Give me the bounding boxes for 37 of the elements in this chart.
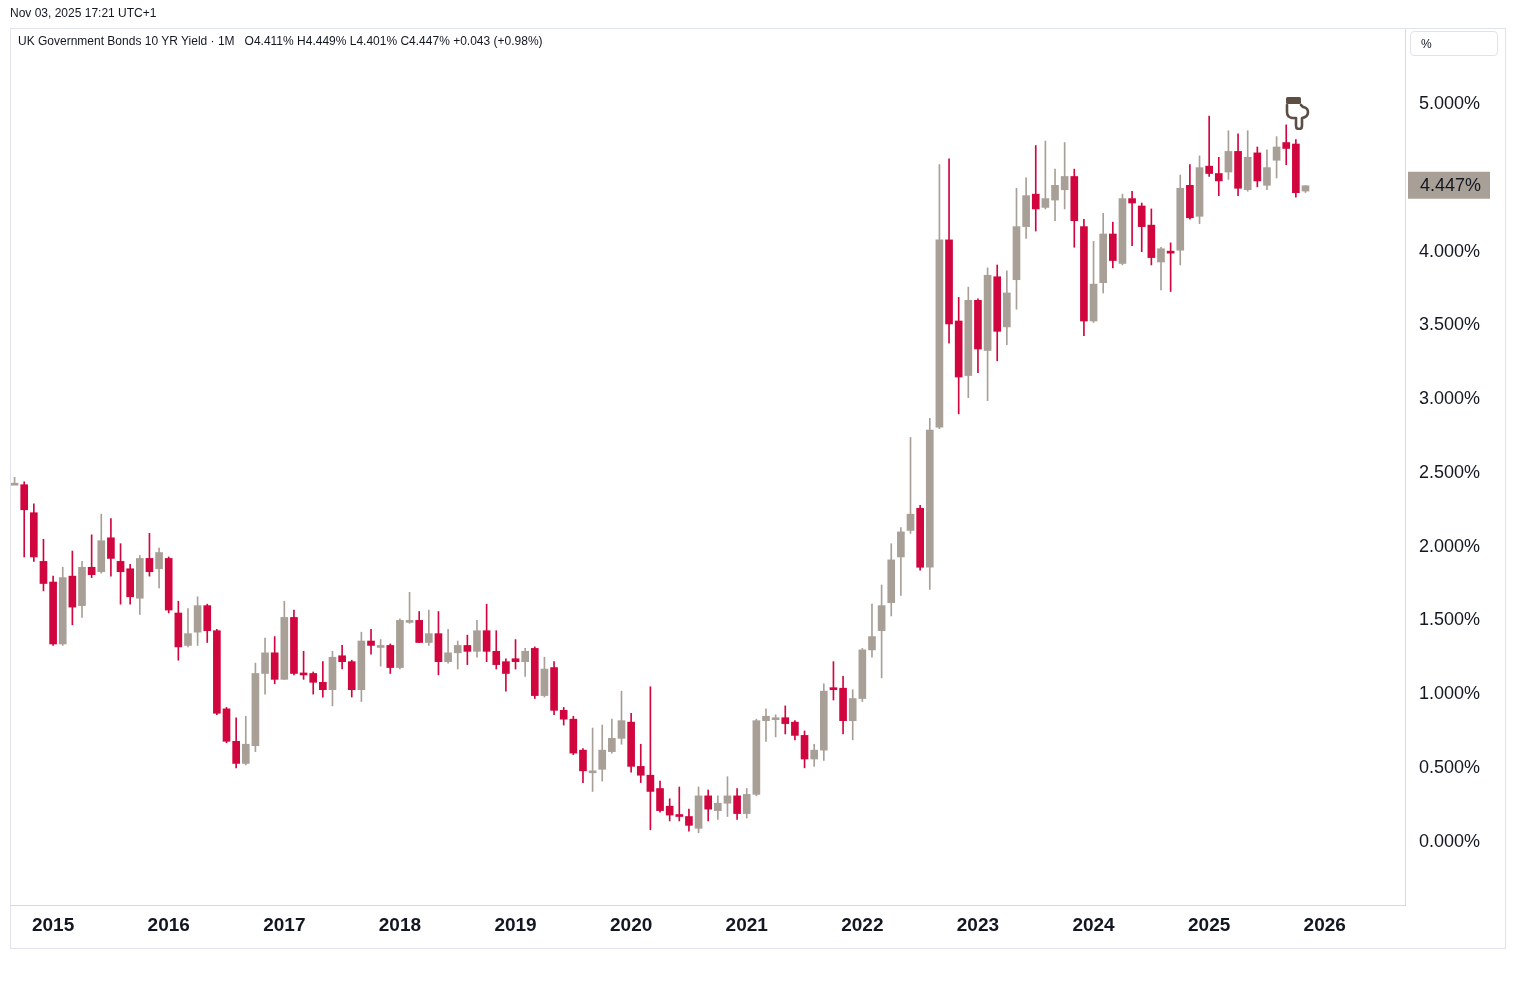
y-tick-label: 5.000%	[1419, 93, 1481, 114]
x-tick-label: 2019	[494, 913, 537, 935]
y-tick-label: 0.000%	[1419, 830, 1481, 851]
candlestick	[1031, 145, 1040, 232]
y-tick-label: 1.500%	[1419, 609, 1481, 630]
x-tick-label: 2026	[1303, 913, 1346, 935]
y-tick-label: 3.500%	[1419, 314, 1481, 335]
x-tick-label: 2018	[378, 913, 422, 935]
x-tick-label: 2017	[263, 913, 306, 935]
candlestick	[1282, 124, 1291, 166]
candlestick	[319, 661, 327, 698]
chart-title: UK Government Bonds 10 YR Yield · 1M	[18, 34, 235, 48]
x-tick-label: 2025	[1188, 913, 1231, 935]
y-tick-label: 0.500%	[1419, 756, 1481, 777]
y-tick-label: 2.500%	[1419, 461, 1481, 482]
candlestick	[1128, 190, 1136, 247]
y-axis-title: %	[1410, 31, 1498, 56]
y-tick-label: 2.000%	[1419, 535, 1481, 556]
candlestick	[868, 603, 876, 658]
x-tick-label: 2021	[725, 913, 769, 935]
candlestick	[1205, 115, 1213, 177]
candlestick	[762, 708, 770, 742]
candlestick	[367, 628, 375, 655]
x-tick-label: 2024	[1072, 913, 1116, 935]
text: Nov 03, 2025 17:21 UTC+1	[10, 6, 157, 20]
text: 4.447%	[1420, 174, 1482, 195]
x-tick-label: 2015	[31, 913, 75, 935]
annotation: O4.411% H4.449% L4.401% C4.447% +0.043 (+0.98%)	[244, 34, 543, 48]
y-tick-label: 3.000%	[1419, 388, 1481, 409]
x-tick-label: 2020	[609, 913, 653, 935]
candlestick	[675, 786, 684, 822]
candlestick	[1214, 156, 1223, 196]
y-tick-label: 1.000%	[1419, 683, 1481, 704]
x-tick-label: 2022	[841, 913, 884, 935]
x-tick-label: 2023	[956, 913, 1000, 935]
y-tick-label: 4.000%	[1419, 240, 1481, 261]
x-tick-label: 2016	[147, 913, 190, 935]
